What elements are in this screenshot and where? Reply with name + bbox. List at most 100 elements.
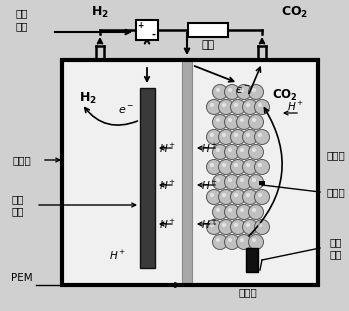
Circle shape bbox=[222, 223, 226, 227]
Circle shape bbox=[234, 133, 238, 137]
Circle shape bbox=[216, 148, 220, 152]
Circle shape bbox=[237, 205, 252, 220]
Circle shape bbox=[224, 145, 239, 160]
Text: $\bf{H_2}$: $\bf{H_2}$ bbox=[91, 4, 109, 20]
Text: $\bf{CO_2}$: $\bf{CO_2}$ bbox=[281, 4, 309, 20]
Circle shape bbox=[246, 193, 250, 197]
Circle shape bbox=[258, 163, 262, 167]
Circle shape bbox=[222, 193, 226, 197]
Text: $H^+$: $H^+$ bbox=[109, 248, 127, 262]
Text: $H^+$: $H^+$ bbox=[287, 100, 305, 113]
Circle shape bbox=[213, 174, 228, 189]
Circle shape bbox=[207, 160, 222, 174]
Text: 微生物: 微生物 bbox=[327, 187, 346, 197]
Circle shape bbox=[243, 129, 258, 145]
Bar bbox=[62, 60, 318, 285]
Circle shape bbox=[210, 163, 214, 167]
Bar bbox=[182, 60, 192, 285]
Circle shape bbox=[213, 145, 228, 160]
Circle shape bbox=[228, 118, 232, 122]
Circle shape bbox=[254, 129, 269, 145]
Bar bbox=[259, 181, 265, 185]
Circle shape bbox=[243, 220, 258, 234]
Text: 电阻: 电阻 bbox=[201, 40, 215, 50]
Circle shape bbox=[228, 208, 232, 212]
Text: 阴极室: 阴极室 bbox=[13, 155, 31, 165]
Circle shape bbox=[252, 178, 256, 182]
Circle shape bbox=[258, 223, 262, 227]
Bar bbox=[136, 20, 158, 40]
Circle shape bbox=[230, 129, 245, 145]
Circle shape bbox=[218, 220, 233, 234]
Text: 有机质: 有机质 bbox=[239, 287, 257, 297]
Bar bbox=[246, 248, 258, 272]
Circle shape bbox=[248, 85, 263, 100]
Circle shape bbox=[210, 133, 214, 137]
Circle shape bbox=[252, 238, 256, 242]
Circle shape bbox=[210, 193, 214, 197]
Circle shape bbox=[246, 103, 250, 107]
Circle shape bbox=[237, 85, 252, 100]
Circle shape bbox=[248, 174, 263, 189]
Circle shape bbox=[258, 103, 262, 107]
Circle shape bbox=[224, 85, 239, 100]
Text: $H^+$: $H^+$ bbox=[201, 142, 219, 155]
Text: -: - bbox=[152, 30, 156, 40]
Circle shape bbox=[254, 189, 269, 205]
Circle shape bbox=[240, 88, 244, 92]
Circle shape bbox=[254, 100, 269, 114]
Circle shape bbox=[222, 133, 226, 137]
Circle shape bbox=[237, 234, 252, 249]
Circle shape bbox=[246, 163, 250, 167]
Circle shape bbox=[216, 238, 220, 242]
Circle shape bbox=[207, 189, 222, 205]
Circle shape bbox=[252, 88, 256, 92]
Text: $\bf{CO_2}$: $\bf{CO_2}$ bbox=[272, 87, 298, 103]
Circle shape bbox=[207, 100, 222, 114]
Circle shape bbox=[213, 85, 228, 100]
Circle shape bbox=[234, 193, 238, 197]
Circle shape bbox=[210, 103, 214, 107]
Circle shape bbox=[243, 160, 258, 174]
Circle shape bbox=[210, 223, 214, 227]
Circle shape bbox=[228, 238, 232, 242]
Circle shape bbox=[222, 163, 226, 167]
Text: $\bf{H_2}$: $\bf{H_2}$ bbox=[79, 91, 97, 105]
Circle shape bbox=[230, 189, 245, 205]
Circle shape bbox=[218, 160, 233, 174]
Circle shape bbox=[240, 208, 244, 212]
Circle shape bbox=[218, 189, 233, 205]
Text: PEM: PEM bbox=[11, 273, 33, 283]
Circle shape bbox=[230, 160, 245, 174]
Circle shape bbox=[207, 220, 222, 234]
Circle shape bbox=[216, 88, 220, 92]
Bar bbox=[62, 60, 318, 285]
Circle shape bbox=[234, 103, 238, 107]
Text: 恒电
位仪: 恒电 位仪 bbox=[16, 8, 28, 32]
Circle shape bbox=[230, 220, 245, 234]
Circle shape bbox=[246, 223, 250, 227]
Circle shape bbox=[248, 234, 263, 249]
Circle shape bbox=[237, 114, 252, 129]
Text: $H^+$: $H^+$ bbox=[159, 217, 177, 230]
Circle shape bbox=[234, 223, 238, 227]
Circle shape bbox=[224, 205, 239, 220]
Circle shape bbox=[218, 129, 233, 145]
Circle shape bbox=[224, 174, 239, 189]
Text: $H^+$: $H^+$ bbox=[159, 179, 177, 192]
Circle shape bbox=[216, 118, 220, 122]
Circle shape bbox=[248, 114, 263, 129]
Circle shape bbox=[248, 205, 263, 220]
Circle shape bbox=[243, 100, 258, 114]
Text: $e^-$: $e^-$ bbox=[118, 104, 134, 116]
Circle shape bbox=[224, 114, 239, 129]
Circle shape bbox=[258, 193, 262, 197]
Circle shape bbox=[216, 208, 220, 212]
Text: $H^+$: $H^+$ bbox=[201, 217, 219, 230]
Circle shape bbox=[254, 220, 269, 234]
Text: $H^+$: $H^+$ bbox=[159, 142, 177, 155]
Bar bbox=[140, 88, 155, 268]
Circle shape bbox=[254, 160, 269, 174]
Circle shape bbox=[237, 145, 252, 160]
Circle shape bbox=[258, 133, 262, 137]
